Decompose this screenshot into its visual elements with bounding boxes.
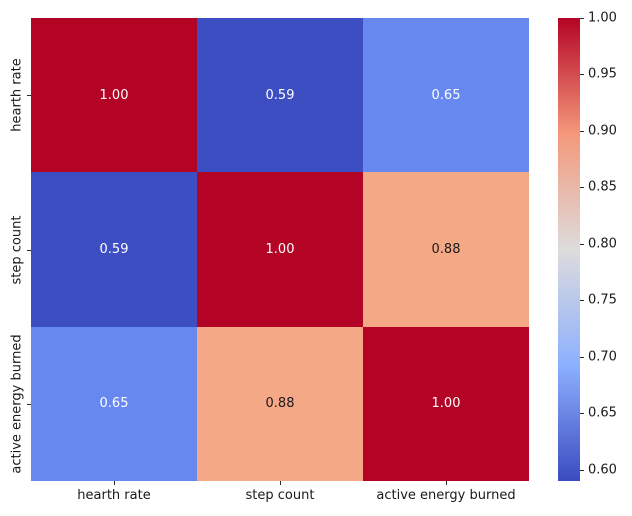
colorbar-tick-label: 0.70 xyxy=(588,349,617,365)
colorbar-tick-mark xyxy=(580,300,584,302)
colorbar-tick-mark xyxy=(580,74,584,76)
colorbar-tick-label: 0.65 xyxy=(588,405,617,421)
heatmap-axes: 1.00 0.59 0.65 0.59 1.00 0.88 0.65 0.88 1.00 xyxy=(31,18,529,481)
x-axis-tick-label: hearth rate xyxy=(77,488,151,503)
x-tick-mark xyxy=(114,481,115,485)
heatmap-cell: 1.00 xyxy=(363,326,529,481)
y-axis-tick-label: active energy burned xyxy=(9,334,25,474)
colorbar-tick-mark xyxy=(580,243,584,245)
heatmap-cell: 0.65 xyxy=(31,326,197,481)
heatmap-cell: 0.59 xyxy=(31,172,197,327)
y-axis-tick-label: hearth rate xyxy=(9,58,25,132)
heatmap-cell: 1.00 xyxy=(31,18,197,173)
colorbar-tick-mark xyxy=(580,130,584,132)
x-tick-mark xyxy=(280,481,281,485)
heatmap-cell: 1.00 xyxy=(197,172,363,327)
y-tick-mark xyxy=(27,95,31,97)
x-axis-tick-label: active energy burned xyxy=(376,488,516,503)
colorbar-tick-label: 0.85 xyxy=(588,179,617,195)
cell-annotation: 0.65 xyxy=(99,396,129,412)
colorbar-tick-mark xyxy=(580,18,584,19)
y-tick-mark xyxy=(27,403,31,405)
y-tick-mark xyxy=(27,249,31,251)
cell-annotation: 0.59 xyxy=(265,87,295,103)
colorbar-tick-label: 0.75 xyxy=(588,292,617,308)
colorbar-tick-mark xyxy=(580,356,584,358)
cell-annotation: 0.59 xyxy=(99,241,129,257)
colorbar-tick-label: 0.80 xyxy=(588,236,617,252)
cell-annotation: 0.88 xyxy=(265,396,295,412)
y-axis-tick-label: step count xyxy=(9,215,25,284)
colorbar-tick-mark xyxy=(580,413,584,415)
cell-annotation: 1.00 xyxy=(265,241,295,257)
cell-annotation: 0.65 xyxy=(431,87,461,103)
colorbar-tick-label: 1.00 xyxy=(588,10,617,26)
x-axis-tick-label: step count xyxy=(245,488,315,503)
heatmap-cell: 0.65 xyxy=(363,18,529,173)
cell-annotation: 0.88 xyxy=(431,241,461,257)
heatmap-cell: 0.88 xyxy=(363,172,529,327)
heatmap-cell: 0.59 xyxy=(197,18,363,173)
cell-annotation: 1.00 xyxy=(431,396,461,412)
colorbar-tick-label: 0.60 xyxy=(588,462,617,478)
cell-annotation: 1.00 xyxy=(99,87,129,103)
colorbar-tick-mark xyxy=(580,469,584,471)
colorbar-tick-mark xyxy=(580,187,584,189)
heatmap-cell: 0.88 xyxy=(197,326,363,481)
colorbar-tick-label: 0.95 xyxy=(588,66,617,82)
x-tick-mark xyxy=(446,481,447,485)
colorbar-tick-label: 0.90 xyxy=(588,123,617,139)
colorbar xyxy=(558,18,580,481)
